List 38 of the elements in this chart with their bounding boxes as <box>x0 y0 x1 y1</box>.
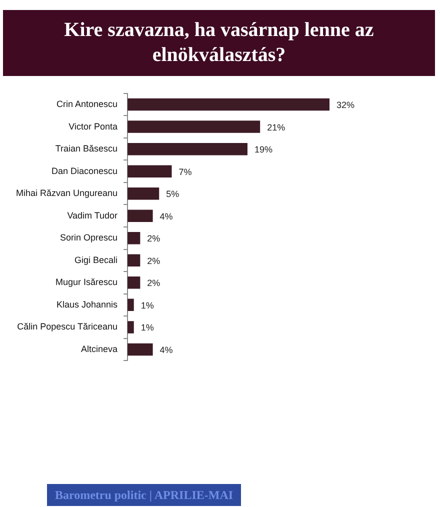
bar <box>128 321 134 334</box>
data-label: 2% <box>147 256 160 266</box>
y-tick-label: Gigi Becali <box>74 254 118 265</box>
data-label: 1% <box>140 322 154 333</box>
data-label: 19% <box>254 144 272 155</box>
y-tick-label: Klaus Johannis <box>56 299 118 310</box>
bar <box>128 232 140 244</box>
data-label: 32% <box>336 100 355 110</box>
bar <box>128 187 160 200</box>
data-label: 4% <box>160 344 173 355</box>
y-tick-label: Crin Antonescu <box>56 99 118 110</box>
data-label: 2% <box>147 278 160 288</box>
y-tick-label: Victor Ponta <box>68 121 118 132</box>
bar <box>128 210 153 222</box>
data-label: 21% <box>267 122 286 132</box>
y-tick-label: Altcineva <box>81 344 118 354</box>
chart-title: Kire szavazna, ha vasárnap lenne az elnökválasztás? <box>3 10 435 76</box>
bar <box>128 98 330 111</box>
data-label: 5% <box>166 189 180 200</box>
bar <box>128 298 134 312</box>
data-label: 1% <box>140 300 154 310</box>
data-label: 7% <box>178 166 192 177</box>
y-tick-label: Traian Băsescu <box>55 144 118 154</box>
y-tick-label: Călin Popescu Tăriceanu <box>17 322 118 332</box>
bar <box>128 254 140 267</box>
bar <box>128 120 260 133</box>
data-label: 4% <box>160 211 173 222</box>
text: Barometru politic | APRILIE-MAI <box>47 484 241 506</box>
y-tick-label: Sorin Oprescu <box>60 232 118 243</box>
data-label: 2% <box>147 234 160 244</box>
y-tick-label: Mugur Isărescu <box>56 277 118 288</box>
y-tick-label: Vadim Tudor <box>67 210 118 220</box>
bar <box>128 142 248 156</box>
bar <box>128 165 172 178</box>
y-tick-label: Dan Diaconescu <box>52 166 118 176</box>
bar <box>128 343 153 356</box>
bar <box>128 276 140 289</box>
y-tick-label: Mihai Răzvan Ungureanu <box>16 188 118 198</box>
